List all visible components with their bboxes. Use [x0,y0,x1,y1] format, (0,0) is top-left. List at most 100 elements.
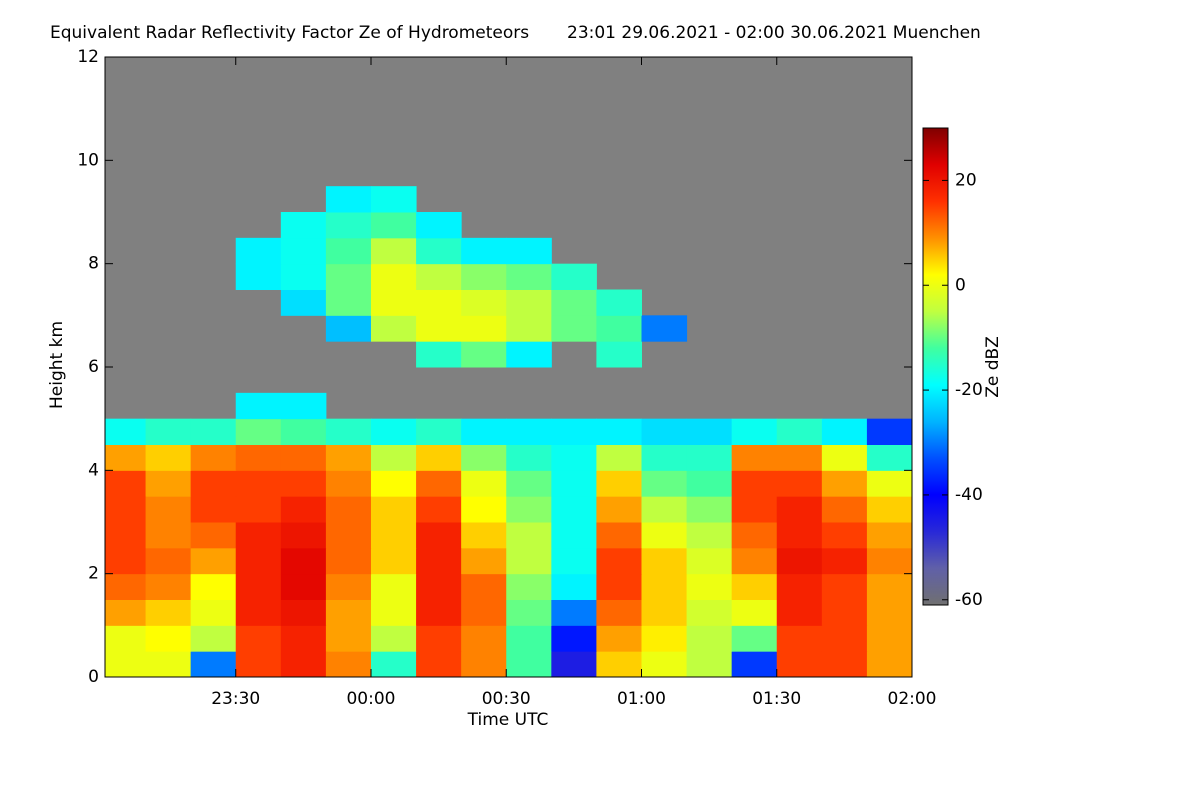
heatmap-cell [776,496,823,523]
x-tick-label: 00:00 [346,689,395,709]
heatmap-cell [776,651,823,678]
heatmap-cell [370,496,417,523]
heatmap-cell [821,470,868,497]
heatmap-cell [551,573,597,600]
heatmap-cell [731,522,778,549]
heatmap-cell [731,625,778,652]
heatmap-cell [105,651,147,678]
heatmap-cell [596,651,642,678]
heatmap-cell [280,625,327,652]
heatmap-cell [596,599,642,626]
heatmap-cell [370,470,417,497]
heatmap-cell [461,263,507,290]
heatmap-cell [280,496,327,523]
heatmap-cell [641,599,688,626]
heatmap-cell [866,599,913,626]
heatmap-cell [190,599,237,626]
heatmap-cell [370,573,417,600]
heatmap-cell [461,625,507,652]
y-tick-label: 6 [88,357,99,377]
heatmap-cell [325,573,372,600]
heatmap-cell [416,315,462,342]
heatmap-cell [866,547,913,575]
heatmap-cell [370,289,417,316]
colorbar-label: Ze dBZ [983,336,1003,398]
heatmap-cell [235,392,282,420]
heatmap-cell [551,625,597,652]
heatmap-cell [145,599,192,626]
heatmap-cell [596,547,642,575]
heatmap-cell [105,547,147,575]
heatmap-cell [821,573,868,600]
heatmap-cell [866,651,913,678]
heatmap-cell [325,444,372,471]
heatmap-cell [325,315,372,342]
heatmap-cell [686,418,733,445]
heatmap-cell [596,418,642,445]
heatmap-cell [731,651,778,678]
heatmap-cell [776,444,823,471]
heatmap-cell [235,496,282,523]
heatmap-cell [551,289,597,316]
heatmap-cell [596,625,642,652]
heatmap-cell [776,522,823,549]
heatmap-cell [686,496,733,523]
heatmap-cell [416,470,462,497]
heatmap-cell [325,289,372,316]
heatmap-cell [370,651,417,678]
heatmap-cell [145,547,192,575]
heatmap-cell [145,496,192,523]
heatmap-cell [416,625,462,652]
heatmap-cell [731,573,778,600]
heatmap-cell [776,573,823,600]
y-tick-label: 12 [77,47,99,67]
colorbar-tick-label: -60 [955,590,983,610]
heatmap-cell [596,470,642,497]
heatmap-cell [866,444,913,471]
y-tick-label: 2 [88,564,99,584]
heatmap-cell [190,547,237,575]
heatmap-cell [551,470,597,497]
heatmap-cell [370,444,417,471]
heatmap-cell [190,418,237,445]
heatmap-cell [506,444,552,471]
heatmap-cell [506,573,552,600]
heatmap-cell [821,418,868,445]
heatmap-cell [280,237,327,265]
heatmap-cell [731,470,778,497]
heatmap-cell [370,418,417,445]
heatmap-cell [280,289,327,316]
heatmap-cell [416,547,462,575]
heatmap-cell [190,573,237,600]
heatmap-cell [370,599,417,626]
heatmap-cell [641,625,688,652]
heatmap-cell [551,651,597,678]
heatmap-cell [280,263,327,290]
heatmap-cell [731,599,778,626]
heatmap-cell [280,522,327,549]
heatmap-cell [190,444,237,471]
heatmap-cell [821,522,868,549]
heatmap-cell [280,573,327,600]
heatmap-cell [280,444,327,471]
heatmap-cell [190,625,237,652]
heatmap-cell [325,496,372,523]
heatmap-cell [866,496,913,523]
heatmap-cell [416,263,462,290]
heatmap-cell [370,315,417,342]
heatmap-cell [416,444,462,471]
heatmap-cell [551,522,597,549]
heatmap-cell [506,418,552,445]
heatmap-cell [145,573,192,600]
heatmap-cell [105,625,147,652]
heatmap-cell [686,573,733,600]
heatmap-cell [461,599,507,626]
heatmap-cell [370,625,417,652]
y-tick-label: 0 [88,667,99,687]
heatmap-cell [686,651,733,678]
heatmap-cell [416,212,462,239]
heatmap-cell [731,444,778,471]
heatmap-cell [776,547,823,575]
